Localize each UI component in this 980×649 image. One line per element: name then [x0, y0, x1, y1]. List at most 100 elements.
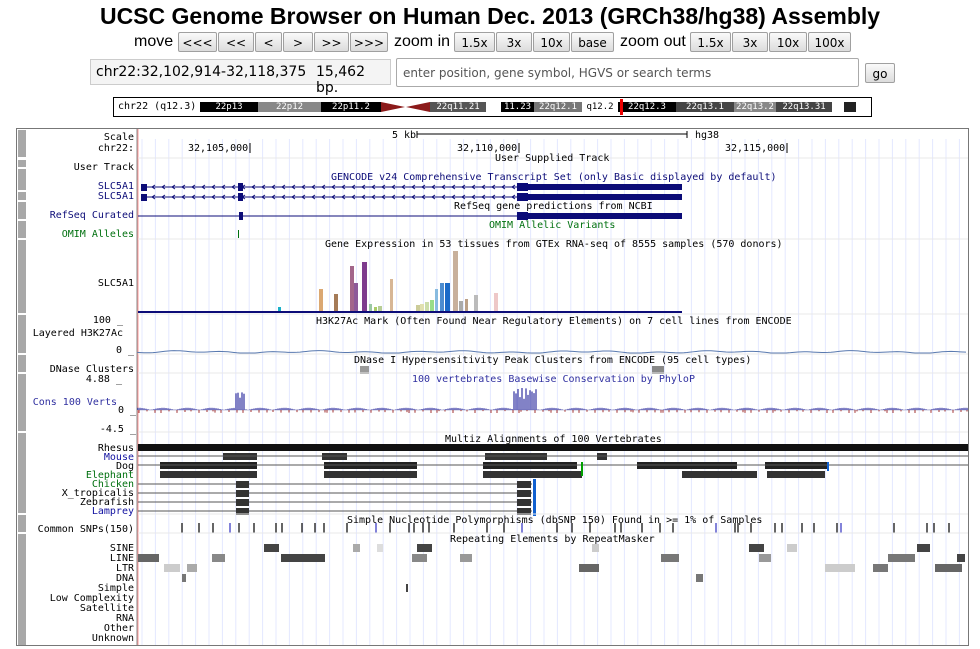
strand-arrow — [471, 194, 476, 200]
strand-arrow — [221, 194, 226, 200]
strand-arrow — [191, 184, 196, 190]
repeat-element — [187, 564, 197, 572]
strand-arrow — [271, 194, 276, 200]
strand-arrow — [281, 184, 286, 190]
gtex-tissue-bar — [416, 305, 420, 311]
exon — [517, 183, 528, 191]
user-track-title: User Supplied Track — [495, 153, 610, 164]
dnase-label[interactable]: DNase Clusters — [49, 364, 134, 375]
band-q12-3[interactable]: 22q12.3 — [618, 102, 676, 112]
band-q11-23[interactable]: 11.23 — [501, 102, 534, 112]
track-side-button-12 — [18, 534, 26, 645]
strand-arrow — [351, 194, 356, 200]
gtex-tissue-bar — [453, 251, 458, 311]
gtex-tissue-bar — [474, 295, 478, 311]
strand-arrow — [501, 194, 506, 200]
omim-label[interactable]: OMIM Alleles — [61, 229, 134, 240]
exon — [141, 194, 147, 201]
band-p11-2[interactable]: 22p11.2 — [321, 102, 381, 112]
gtex-tissue-bar — [425, 302, 429, 311]
zoom-out-1-5x-button[interactable]: 1.5x — [690, 32, 731, 52]
band-q13-1[interactable]: 22q13.1 — [676, 102, 734, 112]
gtex-tissue-bar — [430, 300, 434, 311]
multiz-blue-mark — [827, 462, 829, 471]
multiz-rhesus — [138, 444, 968, 451]
strand-arrow — [511, 194, 516, 200]
species-rhesus: Rhesus — [97, 443, 134, 454]
repeat-element — [873, 564, 888, 572]
go-button[interactable]: go — [865, 63, 895, 83]
band-q11-21[interactable]: 22q11.21 — [430, 102, 486, 112]
strand-arrow — [161, 184, 166, 190]
move-step-right-button[interactable]: > — [283, 32, 313, 52]
refseq-label[interactable]: RefSeq Curated — [49, 210, 134, 221]
strand-arrow — [491, 184, 496, 190]
zoom-out-3x-button[interactable]: 3x — [732, 32, 768, 52]
strand-arrow — [301, 184, 306, 190]
strand-arrow — [151, 184, 156, 190]
repeat-element — [957, 554, 965, 562]
track-image[interactable] — [17, 129, 969, 646]
band-q13-2[interactable]: 22q13.2 — [734, 102, 776, 112]
zoom-out-100x-button[interactable]: 100x — [808, 32, 851, 52]
strand-arrow — [311, 184, 316, 190]
exon — [517, 193, 528, 201]
band-q12-2[interactable]: q12.2 — [582, 102, 618, 112]
genome-browser-image[interactable]: Scale chr22: User Track SLC5A1 SLC5A1 Re… — [16, 128, 969, 646]
snps-label[interactable]: Common SNPs(150) — [37, 524, 134, 535]
strand-arrow — [321, 184, 326, 190]
ruler-label: chr22: — [97, 143, 134, 154]
gencode-row-1-label[interactable]: SLC5A1 — [97, 181, 134, 192]
move-far-left-button[interactable]: <<< — [178, 32, 217, 52]
strand-arrow — [401, 194, 406, 200]
gencode-row-2-label[interactable]: SLC5A1 — [97, 191, 134, 202]
track-side-button-5 — [18, 221, 26, 238]
centromere-icon — [381, 102, 430, 112]
strand-arrow — [361, 184, 366, 190]
strand-arrow — [381, 194, 386, 200]
multiz-green-mark — [581, 462, 583, 476]
zoom-in-10x-button[interactable]: 10x — [533, 32, 570, 52]
strand-arrow — [321, 194, 326, 200]
repeat-element — [749, 544, 764, 552]
h3k27ac-signal — [137, 350, 967, 354]
user-track-label: User Track — [73, 162, 134, 173]
position-size: 15,462 bp. — [316, 64, 365, 96]
strand-arrow — [341, 184, 346, 190]
band-p13[interactable]: 22p13 — [200, 102, 258, 112]
band-q12-1[interactable]: 22q12.1 — [534, 102, 582, 112]
rmsk-low-complexity: Low Complexity — [49, 593, 134, 604]
band-p12[interactable]: 22p12 — [258, 102, 321, 112]
rmsk-simple: Simple — [97, 583, 134, 594]
zoom-in-base-button[interactable]: base — [571, 32, 614, 52]
gtex-tissue-bar — [278, 307, 281, 311]
gtex-tissue-bar — [494, 293, 498, 311]
h3k27ac-label[interactable]: Layered H3K27Ac — [32, 328, 123, 339]
zoom-in-1-5x-button[interactable]: 1.5x — [454, 32, 495, 52]
zoom-out-10x-button[interactable]: 10x — [769, 32, 807, 52]
cons-label[interactable]: Cons 100 Verts — [32, 397, 117, 408]
band-q13-31[interactable]: 22q13.31 — [776, 102, 832, 112]
cons-title: 100 vertebrates Basewise Conservation by… — [412, 374, 695, 385]
move-left-button[interactable]: << — [218, 32, 254, 52]
repeat-element — [138, 554, 159, 562]
multiz-elephant — [682, 471, 757, 478]
gtex-label[interactable]: SLC5A1 — [97, 278, 134, 289]
search-input[interactable] — [396, 58, 859, 87]
strand-arrow — [251, 184, 256, 190]
strand-arrow — [371, 184, 376, 190]
repeat-element — [759, 554, 771, 562]
move-right-button[interactable]: >> — [314, 32, 349, 52]
strand-arrow — [231, 184, 236, 190]
strand-arrow — [211, 184, 216, 190]
species-dog: Dog — [115, 461, 134, 472]
strand-arrow — [281, 194, 286, 200]
gtex-tissue-bar — [420, 304, 424, 311]
repeat-element — [412, 554, 427, 562]
move-step-left-button[interactable]: < — [255, 32, 282, 52]
zoom-in-3x-button[interactable]: 3x — [496, 32, 532, 52]
strand-arrow — [211, 194, 216, 200]
multiz-elephant — [160, 471, 257, 478]
chromosome-ideogram[interactable]: chr22 (q12.3) 22p13 22p12 22p11.2 22q11.… — [113, 97, 872, 117]
move-far-right-button[interactable]: >>> — [350, 32, 388, 52]
